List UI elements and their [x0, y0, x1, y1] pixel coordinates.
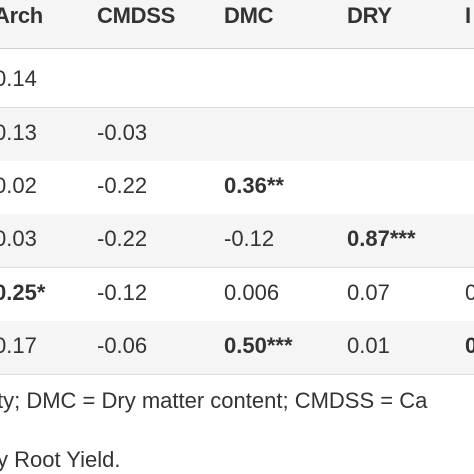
table-cell: -0.12 [97, 280, 148, 305]
header-cmdss: CMDSS [97, 3, 175, 28]
table-row: 0.03 -0.22 -0.12 0.87*** [0, 214, 474, 268]
header-dry: DRY [347, 3, 392, 28]
header-dmc: DMC [224, 3, 274, 28]
table-footnote-line2: y Root Yield. [0, 447, 121, 472]
table-row: 0.25* -0.12 0.006 0.07 0 [0, 268, 474, 322]
table-cell: 0.13 [0, 120, 37, 145]
table-cell: 0 [465, 280, 474, 305]
table-cell: 0.006 [224, 280, 280, 305]
table-cell: 0.03 [0, 226, 37, 251]
table-cell: 0.50*** [224, 333, 293, 358]
table-cell: 0.02 [0, 173, 37, 198]
table-footnote-line1: ty; DMC = Dry matter content; CMDSS = Ca [0, 388, 428, 413]
table-row: 0.17 -0.06 0.50*** 0.01 0 [0, 321, 474, 375]
table-row: 0.02 -0.22 0.36** [0, 161, 474, 215]
table-cell: 0 [465, 333, 474, 358]
header-arch: Arch [0, 3, 43, 28]
table-cell: 0.25* [0, 280, 46, 305]
table-header-row: Arch CMDSS DMC DRY I [0, 0, 474, 49]
table-cell: -0.22 [97, 173, 148, 198]
table-cell: 0.01 [347, 333, 390, 358]
table-cell: -0.03 [97, 120, 148, 145]
table-cell: -0.06 [97, 333, 148, 358]
table-cell: 0.14 [0, 66, 37, 91]
table-row: 0.13 -0.03 [0, 108, 474, 162]
table-cell: 0.07 [347, 280, 390, 305]
table-cell: -0.22 [97, 226, 148, 251]
header-partial: I [465, 3, 471, 28]
table-cell: -0.12 [224, 226, 275, 251]
table-cell: 0.17 [0, 333, 37, 358]
table-cell: 0.36** [224, 173, 284, 198]
table-row: 0.14 [0, 54, 474, 108]
table-cell: 0.87*** [347, 226, 416, 251]
